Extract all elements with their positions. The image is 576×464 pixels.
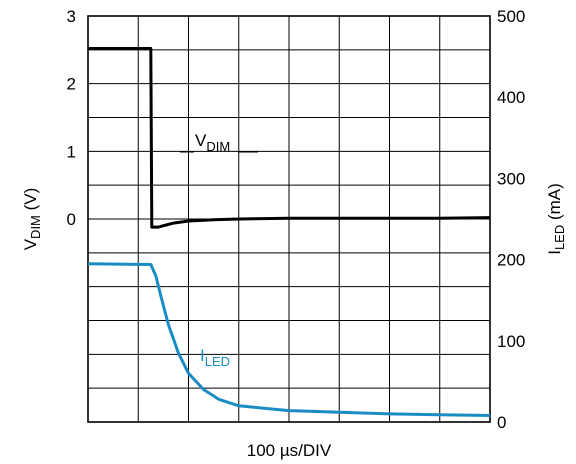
left-tick-labels: 0 1 2 3 xyxy=(67,7,76,229)
y-left-tick-label: 1 xyxy=(67,142,76,161)
y-right-axis-title: ILED (mA) xyxy=(545,183,567,255)
iled-series-label: ILED xyxy=(200,346,230,369)
y-left-tick-label: 0 xyxy=(67,210,76,229)
y-right-tick-label: 100 xyxy=(497,332,525,351)
y-right-tick-label: 400 xyxy=(497,88,525,107)
iled-series-line xyxy=(87,262,491,417)
y-right-tick-label: 300 xyxy=(497,169,525,188)
y-left-tick-label: 2 xyxy=(67,75,76,94)
y-left-axis-title: VDIM (V) xyxy=(21,188,43,251)
svg-text:ILED: ILED xyxy=(200,346,230,369)
vdim-series-line xyxy=(88,47,491,229)
x-axis-title: 100 µs/DIV xyxy=(247,441,332,460)
svg-text:VDIM: VDIM xyxy=(195,131,230,154)
y-right-tick-label: 200 xyxy=(497,251,525,270)
right-tick-labels: 0 100 200 300 400 500 xyxy=(497,7,525,432)
series-lines xyxy=(87,47,491,417)
y-left-tick-label: 3 xyxy=(67,7,76,26)
y-right-tick-label: 0 xyxy=(497,413,506,432)
vdim-series-label: VDIM xyxy=(180,131,258,154)
y-right-tick-label: 500 xyxy=(497,7,525,26)
